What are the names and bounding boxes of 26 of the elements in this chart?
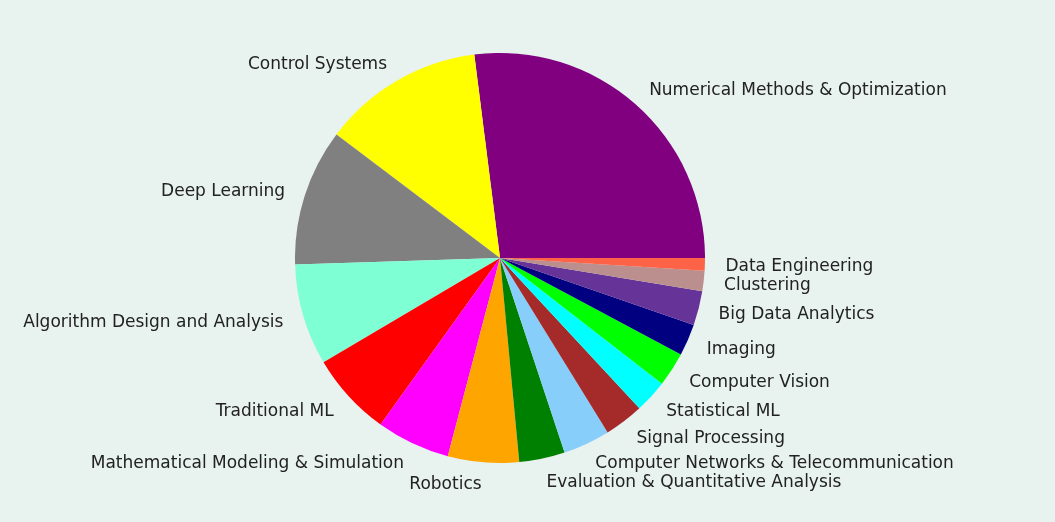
pie-slice (500, 258, 662, 409)
slice-label: Statistical ML (666, 400, 781, 421)
pie-slice (295, 258, 500, 363)
slice-label: Clustering (724, 274, 811, 295)
slice-label: Big Data Analytics (718, 303, 875, 324)
slice-label: Control Systems (247, 52, 388, 73)
slice-label: Computer Vision (689, 370, 830, 391)
pie-slice (500, 258, 608, 453)
slice-label: Imaging (706, 338, 776, 359)
slice-label: Signal Processing (636, 427, 785, 448)
slice-label: Algorithm Design and Analysis (23, 310, 284, 331)
slice-label: Data Engineering (725, 255, 874, 276)
slice-label: Traditional ML (214, 400, 335, 421)
pie-slice (500, 258, 681, 384)
slice-label: Numerical Methods & Optimization (649, 78, 947, 99)
pie-slice (447, 258, 520, 463)
pie-slice (295, 134, 500, 265)
slice-label: Computer Networks & Telecommunication (595, 452, 954, 473)
pie-slice (500, 258, 703, 326)
slice-label: Deep Learning (161, 179, 286, 200)
pie-slice (500, 258, 694, 355)
pie-slice (500, 258, 565, 463)
slice-label: Evaluation & Quantitative Analysis (546, 471, 842, 492)
slice-label: Mathematical Modeling & Simulation (90, 451, 404, 472)
slice-label: Robotics (409, 472, 482, 493)
pie-slice (500, 258, 705, 292)
